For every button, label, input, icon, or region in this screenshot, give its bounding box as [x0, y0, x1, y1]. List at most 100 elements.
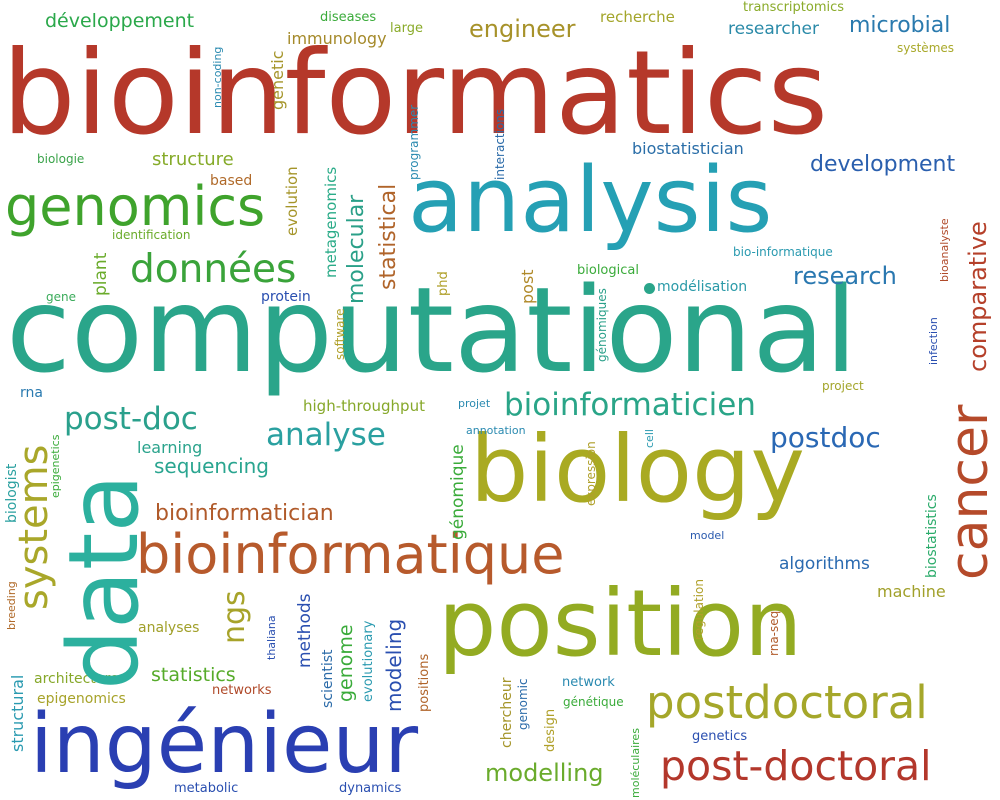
word-bioinformatique: bioinformatique — [136, 523, 565, 586]
word-network: network — [562, 675, 615, 690]
word-non-coding: non-coding — [211, 46, 224, 108]
word-rna-seq: rna-seq — [767, 610, 781, 656]
word-cancer: cancer — [940, 404, 1000, 580]
word-post: post — [518, 269, 537, 304]
word-modelisation: modélisation — [657, 279, 748, 295]
word-design: design — [543, 708, 558, 752]
word-sequencing: sequencing — [154, 454, 269, 478]
word-large: large — [390, 21, 423, 36]
word-positions: positions — [417, 653, 432, 712]
word-development: development — [810, 152, 956, 177]
word-analysis: analysis — [408, 148, 773, 253]
word-machine: machine — [877, 582, 946, 601]
word-bioanalyste: bioanalyste — [938, 218, 951, 282]
word-bioinformatician: bioinformatician — [155, 501, 334, 526]
word-interactions: interactions — [493, 108, 507, 180]
word-genomique: génomique — [448, 444, 468, 540]
word-data: data — [48, 473, 160, 690]
word-comparative: comparative — [964, 221, 992, 372]
word-regulation: regulation — [692, 579, 706, 640]
word-epigenetics: epigenetics — [49, 434, 62, 498]
word-software: software — [333, 308, 347, 360]
word-systems: systems — [11, 444, 57, 610]
word-systemes: systèmes — [897, 41, 955, 55]
word-structure: structure — [152, 149, 234, 170]
word-donnees: données — [130, 247, 297, 292]
word-model: model — [690, 529, 725, 542]
word-molecular: molecular — [344, 194, 369, 304]
word-genetique: génétique — [563, 695, 624, 709]
word-metagenomics: metagenomics — [322, 166, 340, 278]
word-biostatistics: biostatistics — [924, 494, 940, 578]
word-genome: genome — [335, 624, 357, 702]
word-protein: protein — [261, 289, 311, 305]
word-bioinformaticien: bioinformaticien — [504, 387, 756, 423]
word-algorithms: algorithms — [779, 554, 870, 574]
word-programmer: programmer — [407, 104, 421, 180]
word-structural: structural — [8, 674, 27, 752]
word-post-doc: post-doc — [64, 401, 198, 437]
word-evolutionary: evolutionary — [361, 620, 376, 702]
word-phd: phd — [436, 271, 451, 296]
word-modeling: modeling — [382, 618, 406, 712]
word-engineer: engineer — [469, 15, 576, 43]
word-thaliana: thaliana — [265, 615, 278, 660]
word-dynamics: dynamics — [339, 781, 402, 796]
word-statistics: statistics — [151, 664, 236, 686]
word-bio-informatique: bio-informatique — [733, 245, 833, 259]
word-infection: infection — [927, 317, 940, 365]
word-networks: networks — [212, 683, 272, 698]
word-rna: rna — [20, 385, 43, 401]
word-genomic: genomic — [516, 678, 530, 730]
word-analyses: analyses — [138, 620, 200, 636]
word-cell: cell — [643, 429, 656, 448]
word-computational: computational — [6, 261, 858, 399]
word-expression: expression — [584, 441, 598, 506]
word-biologie: biologie — [37, 152, 85, 166]
word-genomiques: génomiques — [595, 288, 609, 362]
word-plant: plant — [91, 252, 111, 296]
word-ngs: ngs — [217, 590, 252, 644]
word-modelling: modelling — [485, 759, 604, 787]
word-methods: methods — [295, 593, 315, 668]
word-postdoc: postdoc — [770, 421, 881, 454]
word-learning: learning — [137, 438, 203, 457]
word-genetics: genetics — [692, 729, 748, 744]
word-biostatistician: biostatistician — [632, 139, 744, 158]
word-biological: biological — [577, 263, 639, 278]
word-moleculaires: moléculaires — [629, 728, 642, 798]
word-epigenomics: epigenomics — [37, 691, 126, 707]
word-project: project — [822, 379, 864, 393]
word-architecture: architecture — [34, 671, 119, 687]
word-chercheur: chercheur — [499, 677, 515, 748]
word-researcher: researcher — [728, 19, 819, 39]
word-research: research — [793, 262, 897, 290]
word-biology: biology — [470, 416, 805, 523]
word-ingenieur: ingénieur — [30, 697, 419, 792]
word-genetic: genetic — [268, 50, 287, 111]
word-metabolic: metabolic — [174, 781, 239, 796]
word-postdoctoral: postdoctoral — [646, 676, 928, 729]
word-transcriptomics: transcriptomics — [743, 0, 845, 15]
word-immunology: immunology — [287, 29, 387, 48]
word-projet: projet — [458, 397, 491, 410]
word-genomics: genomics — [5, 175, 266, 238]
word-recherche: recherche — [600, 8, 675, 26]
word-statistical: statistical — [376, 183, 401, 290]
word-high-throughput: high-throughput — [303, 397, 425, 415]
word-annotation: annotation — [466, 424, 526, 437]
word-analyse: analyse — [266, 417, 386, 453]
word-microbial: microbial — [849, 13, 951, 38]
word-developpement: développement — [45, 10, 195, 32]
word-bioinformatics: bioinformatics — [2, 26, 829, 161]
word-biologist: biologist — [4, 463, 20, 523]
word-scientist: scientist — [320, 649, 336, 708]
word-identification: identification — [112, 228, 191, 242]
word-breeding: breeding — [5, 581, 18, 630]
dot-mark — [644, 283, 655, 294]
word-diseases: diseases — [320, 10, 377, 25]
word-based: based — [210, 173, 253, 189]
word-evolution: evolution — [283, 166, 301, 236]
word-position: position — [438, 570, 803, 677]
